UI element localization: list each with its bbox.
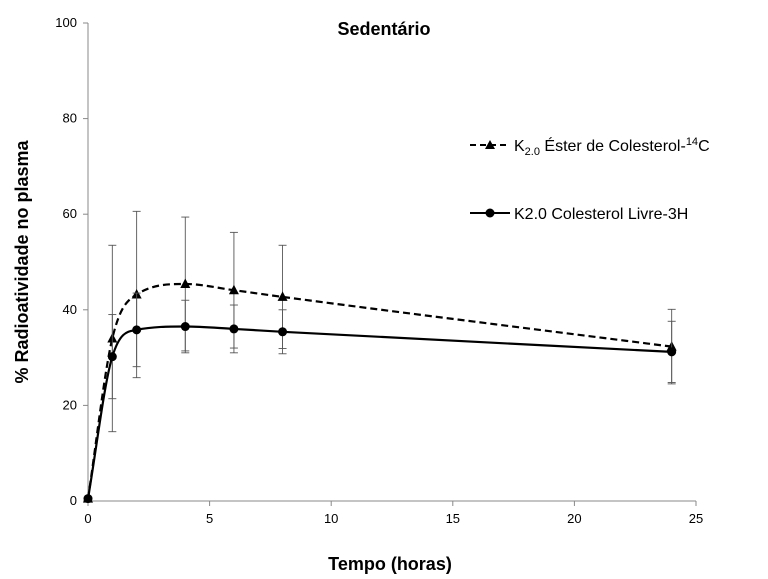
series-0 — [83, 210, 677, 503]
legend: K2.0 Éster de Colesterol-14C K2.0 Colest… — [470, 136, 710, 223]
axes: 0 20 40 60 80 100 0 5 10 15 20 25 — [55, 15, 703, 526]
series-line — [86, 325, 672, 499]
x-tick-label: 25 — [689, 511, 703, 526]
y-ticks: 0 20 40 60 80 100 — [55, 15, 88, 508]
legend-livre-label: K2.0 Colesterol Livre-3H — [514, 206, 688, 223]
legend-livre-marker — [485, 208, 495, 218]
legend-ester-label: K2.0 Éster de Colesterol-14C — [514, 136, 710, 158]
series-layer — [83, 210, 677, 504]
data-point — [228, 284, 239, 295]
data-point — [667, 347, 677, 357]
legend-item-livre: K2.0 Colesterol Livre-3H — [470, 206, 688, 223]
data-point — [277, 291, 288, 301]
x-tick-label: 15 — [446, 511, 460, 526]
y-tick-label: 60 — [63, 206, 77, 221]
data-point — [180, 322, 190, 332]
data-point — [107, 352, 117, 362]
chart-title: Sedentário — [337, 19, 430, 39]
series-1 — [83, 292, 677, 504]
data-point — [83, 494, 93, 504]
data-point — [180, 278, 191, 288]
y-tick-label: 40 — [63, 302, 77, 317]
x-tick-label: 10 — [324, 511, 338, 526]
y-tick-label: 80 — [63, 111, 77, 126]
x-ticks: 0 5 10 15 20 25 — [84, 501, 703, 526]
x-axis-title: Tempo (horas) — [328, 554, 452, 574]
x-tick-label: 20 — [567, 511, 581, 526]
x-tick-label: 0 — [84, 511, 91, 526]
legend-item-ester: K2.0 Éster de Colesterol-14C — [470, 136, 710, 158]
series-line — [86, 282, 672, 499]
y-tick-label: 20 — [63, 397, 77, 412]
y-tick-label: 0 — [70, 493, 77, 508]
data-point — [229, 324, 239, 334]
y-axis-title: % Radioatividade no plasma — [12, 139, 32, 383]
data-point — [278, 327, 288, 337]
legend-ester-marker — [485, 140, 495, 149]
x-tick-label: 5 — [206, 511, 213, 526]
y-tick-label: 100 — [55, 15, 77, 30]
data-point — [132, 325, 142, 335]
